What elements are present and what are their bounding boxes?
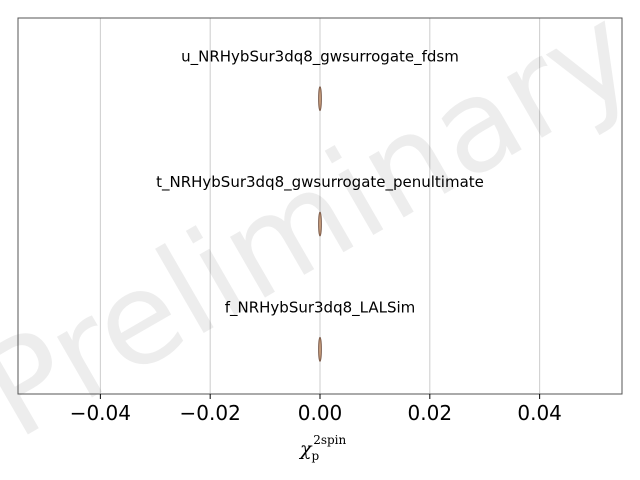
x-tick-label: −0.04 [70,401,131,425]
x-tick-label: 0.02 [408,401,453,425]
violin-marks: u_NRHybSur3dq8_gwsurrogate_fdsm t_NRHybSu… [156,48,484,362]
violin-mark [318,336,322,362]
x-axis-ticks: −0.04 −0.02 0.00 0.02 0.04 [70,394,562,425]
series-label: f_NRHybSur3dq8_LALSim [225,298,416,317]
x-axis-label: χp 2spin [298,433,347,463]
x-tick-label: −0.02 [180,401,241,425]
x-tick-label: 0.04 [517,401,562,425]
violin-mark [318,211,322,237]
x-axis-superscript: 2spin [313,433,346,447]
series-label: t_NRHybSur3dq8_gwsurrogate_penultimate [156,173,484,192]
x-axis-symbol: χ [298,438,313,460]
grid-lines [99,18,541,394]
series-label: u_NRHybSur3dq8_gwsurrogate_fdsm [181,48,459,67]
x-tick-label: 0.00 [298,401,343,425]
x-axis-subscript: p [312,449,320,463]
violin-mark [318,86,322,112]
